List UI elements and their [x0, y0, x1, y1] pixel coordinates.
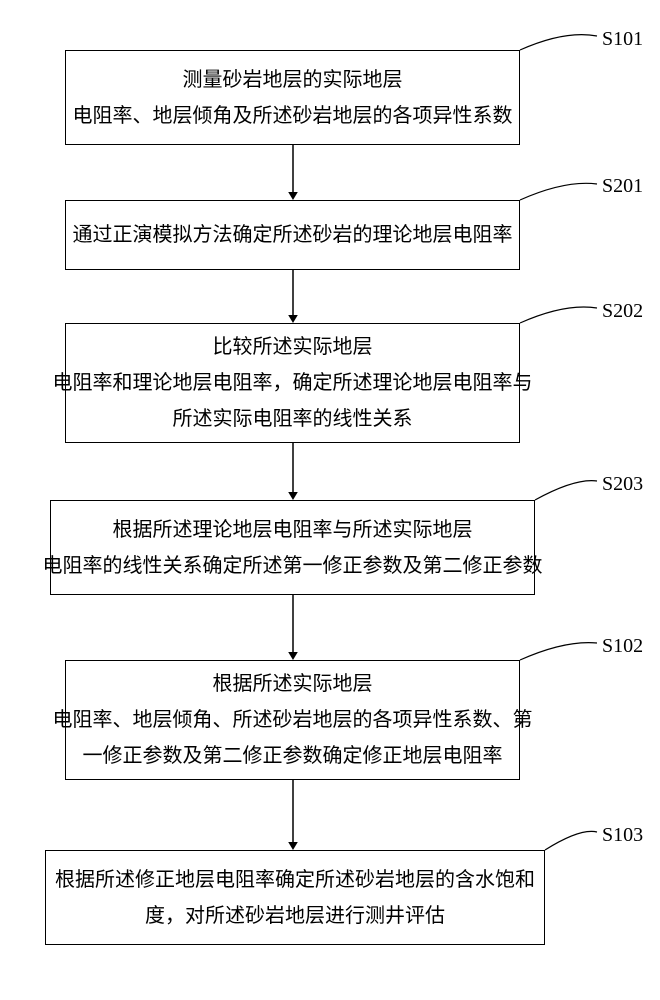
step-label-s202: S202	[602, 300, 643, 323]
node-text-line: 电阻率、地层倾角、所述砂岩地层的各项异性系数、第	[53, 702, 533, 738]
step-label-s101: S101	[602, 28, 643, 51]
node-text-line: 度，对所述砂岩地层进行测井评估	[145, 898, 445, 934]
flowchart-node-s202: 比较所述实际地层电阻率和理论地层电阻率，确定所述理论地层电阻率与所述实际电阻率的…	[65, 323, 520, 443]
step-label-s201: S201	[602, 175, 643, 198]
connector-s201-s202	[285, 270, 301, 323]
node-text-line: 测量砂岩地层的实际地层	[183, 62, 403, 98]
callout-line-s103	[543, 826, 599, 852]
node-text-line: 电阻率、地层倾角及所述砂岩地层的各项异性系数	[73, 98, 513, 134]
node-text-line: 根据所述修正地层电阻率确定所述砂岩地层的含水饱和	[55, 862, 535, 898]
flowchart-node-s102: 根据所述实际地层电阻率、地层倾角、所述砂岩地层的各项异性系数、第一修正参数及第二…	[65, 660, 520, 780]
step-label-s103: S103	[602, 824, 643, 847]
flowchart-node-s101: 测量砂岩地层的实际地层电阻率、地层倾角及所述砂岩地层的各项异性系数	[65, 50, 520, 145]
connector-s203-s102	[285, 595, 301, 660]
step-label-s102: S102	[602, 635, 643, 658]
node-text-line: 电阻率的线性关系确定所述第一修正参数及第二修正参数	[43, 548, 543, 584]
flowchart-container: 测量砂岩地层的实际地层电阻率、地层倾角及所述砂岩地层的各项异性系数 S101 通过正…	[0, 0, 660, 1000]
node-text-line: 电阻率和理论地层电阻率，确定所述理论地层电阻率与	[53, 365, 533, 401]
node-text-line: 比较所述实际地层	[213, 329, 373, 365]
node-text-line: 通过正演模拟方法确定所述砂岩的理论地层电阻率	[73, 217, 513, 253]
callout-line-s201	[518, 178, 599, 202]
callout-line-s101	[518, 28, 599, 52]
connector-s202-s203	[285, 443, 301, 500]
flowchart-node-s103: 根据所述修正地层电阻率确定所述砂岩地层的含水饱和度，对所述砂岩地层进行测井评估	[45, 850, 545, 945]
connector-s101-s201	[285, 145, 301, 200]
flowchart-node-s203: 根据所述理论地层电阻率与所述实际地层电阻率的线性关系确定所述第一修正参数及第二修…	[50, 500, 535, 595]
node-text-line: 根据所述实际地层	[213, 666, 373, 702]
node-text-line: 所述实际电阻率的线性关系	[173, 401, 413, 437]
node-text-line: 根据所述理论地层电阻率与所述实际地层	[113, 512, 473, 548]
flowchart-node-s201: 通过正演模拟方法确定所述砂岩的理论地层电阻率	[65, 200, 520, 270]
step-label-s203: S203	[602, 473, 643, 496]
node-text-line: 一修正参数及第二修正参数确定修正地层电阻率	[83, 738, 503, 774]
callout-line-s202	[518, 301, 599, 325]
callout-line-s203	[533, 476, 599, 502]
connector-s102-s103	[285, 780, 301, 850]
callout-line-s102	[518, 638, 599, 662]
